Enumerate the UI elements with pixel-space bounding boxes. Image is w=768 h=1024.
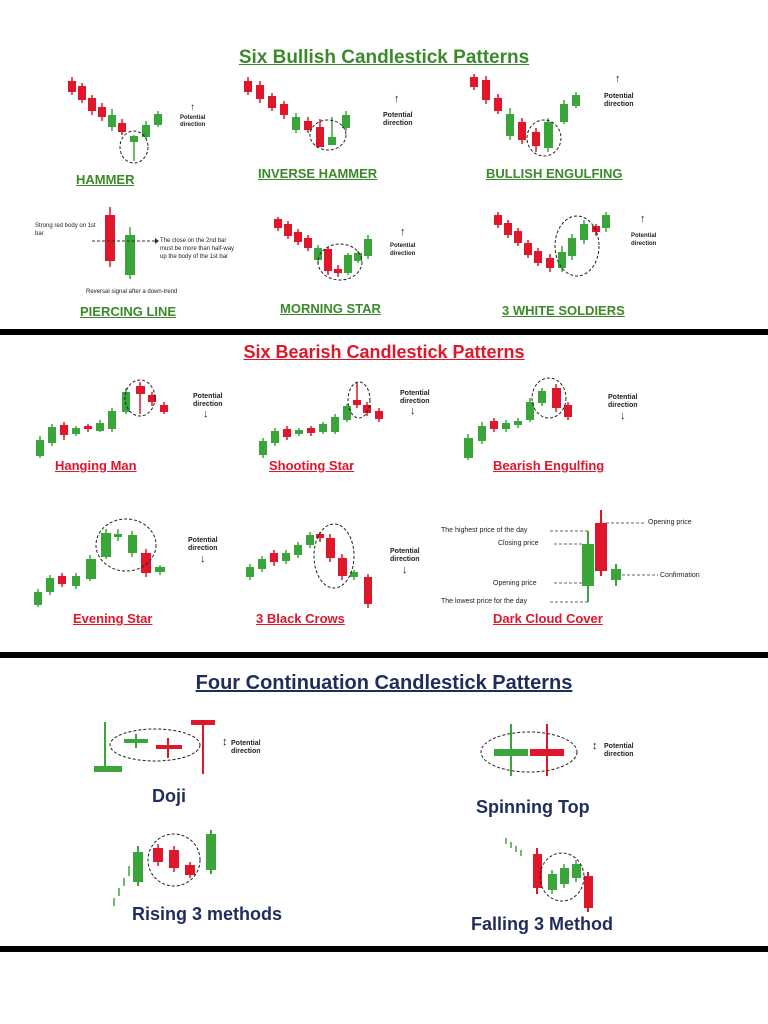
hanging-man-label: Hanging Man <box>55 458 137 473</box>
spinning-top-arrow: ↕ <box>592 740 598 752</box>
evening-star-label: Evening Star <box>73 611 153 626</box>
spinning-top-label: Spinning Top <box>476 797 590 817</box>
three-white-soldiers-arrow: ↑ <box>640 213 646 225</box>
doji-note: Potential direction <box>231 740 261 755</box>
three-white-soldiers-note: Potential direction <box>631 233 657 247</box>
bearish-section-title: Six Bearish Candlestick Patterns <box>243 342 525 362</box>
inverse-hammer-label: INVERSE HAMMER <box>258 166 378 181</box>
section-divider-1 <box>0 329 768 335</box>
piercing-line-chart <box>92 207 159 279</box>
evening-star-note: Potential direction <box>188 537 218 552</box>
inverse-hammer-chart <box>244 77 350 151</box>
hammer-note: Potential direction <box>180 115 206 128</box>
doji-arrow: ↕ <box>222 736 228 748</box>
hammer-highlight-circle <box>119 130 149 164</box>
hammer-arrow: ↑ <box>190 102 195 113</box>
bullish-engulfing-note: Potential direction <box>604 93 634 108</box>
bullish-section-title: Six Bullish Candlestick Patterns <box>238 47 530 68</box>
dcc-label-lowest: The lowest price for the day <box>441 598 527 605</box>
dcc-label-highest: The highest price of the day <box>441 527 528 534</box>
spinning-top-chart <box>480 724 578 776</box>
three-black-crows-note: Potential direction <box>390 548 420 563</box>
hanging-man-note: Potential direction <box>193 393 223 408</box>
piercing-line-note-left: Strong red body on 1st bar <box>35 223 96 237</box>
morning-star-label: MORNING STAR <box>280 301 381 316</box>
three-black-crows-label: 3 Black Crows <box>256 611 345 626</box>
rising-three-methods-label: Rising 3 methods <box>132 904 283 924</box>
bearish-engulfing-chart <box>464 377 572 460</box>
shooting-star-chart <box>259 381 383 458</box>
bearish-engulfing-arrow: ↓ <box>620 410 626 422</box>
morning-star-arrow: ↑ <box>400 226 406 238</box>
bearish-engulfing-note: Potential direction <box>608 394 638 409</box>
morning-star-note: Potential direction <box>390 243 416 257</box>
hanging-man-arrow: ↓ <box>203 408 209 420</box>
continuation-section-title: Four Continuation Candlestick Patterns <box>195 672 573 694</box>
dcc-label-confirmation: Confirmation <box>660 572 700 579</box>
spinning-top-note: Potential direction <box>604 743 634 758</box>
three-black-crows-chart <box>246 523 372 608</box>
three-white-soldiers-label: 3 WHITE SOLDIERS <box>502 303 625 318</box>
three-black-crows-arrow: ↓ <box>402 564 408 576</box>
section-divider-3 <box>0 946 768 952</box>
section-divider-2 <box>0 652 768 658</box>
inverse-hammer-note: Potential direction <box>383 112 413 127</box>
hanging-man-chart <box>36 379 168 458</box>
shooting-star-note: Potential direction <box>400 390 430 405</box>
hammer-label: HAMMER <box>76 172 135 187</box>
hammer-candles <box>68 77 162 161</box>
doji-chart <box>94 720 215 774</box>
dcc-label-opening-right: Opening price <box>648 519 692 526</box>
shooting-star-arrow: ↓ <box>410 405 416 417</box>
piercing-line-note-right: The close on the 2nd bar must be more th… <box>160 238 235 260</box>
rising-three-methods-chart <box>113 830 216 906</box>
evening-star-chart <box>34 518 165 607</box>
morning-star-chart <box>274 217 372 281</box>
inverse-hammer-arrow: ↑ <box>394 93 400 105</box>
bullish-engulfing-arrow: ↑ <box>615 73 621 85</box>
dcc-label-closing: Closing price <box>498 540 539 547</box>
three-white-soldiers-chart <box>494 212 610 277</box>
dcc-label-opening-left: Opening price <box>493 580 537 587</box>
dark-cloud-cover-chart <box>550 510 658 603</box>
falling-three-method-chart <box>505 838 593 912</box>
piercing-line-label: PIERCING LINE <box>80 304 177 319</box>
falling-three-method-label: Falling 3 Method <box>471 914 613 934</box>
piercing-line-note-bottom: Reversal signal after a down-trend <box>86 289 178 295</box>
bullish-engulfing-label: BULLISH ENGULFING <box>486 166 623 181</box>
bearish-engulfing-label: Bearish Engulfing <box>493 458 605 473</box>
hammer-chart <box>68 77 162 164</box>
bullish-engulfing-chart <box>470 74 580 157</box>
shooting-star-label: Shooting Star <box>269 458 355 473</box>
dark-cloud-cover-label: Dark Cloud Cover <box>493 611 603 626</box>
evening-star-arrow: ↓ <box>200 553 206 565</box>
doji-label: Doji <box>152 786 186 806</box>
